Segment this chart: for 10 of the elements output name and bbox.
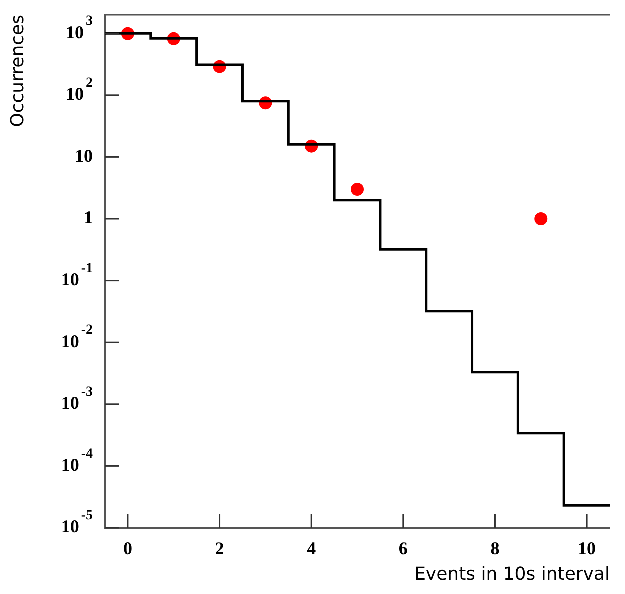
x-tick-label: 6 [398,538,408,559]
x-tick-label: 4 [307,538,316,559]
y-tick-label: 1 [84,208,93,228]
y-axis-title: Occurrences [7,15,28,128]
x-axis-title: Events in 10s interval [414,564,610,585]
y-tick-label: 10 [75,146,93,166]
x-tick-label: 2 [215,538,224,559]
x-tick-label: 10 [578,538,596,559]
x-tick-label: 0 [123,538,132,559]
x-tick-label: 8 [490,538,500,559]
